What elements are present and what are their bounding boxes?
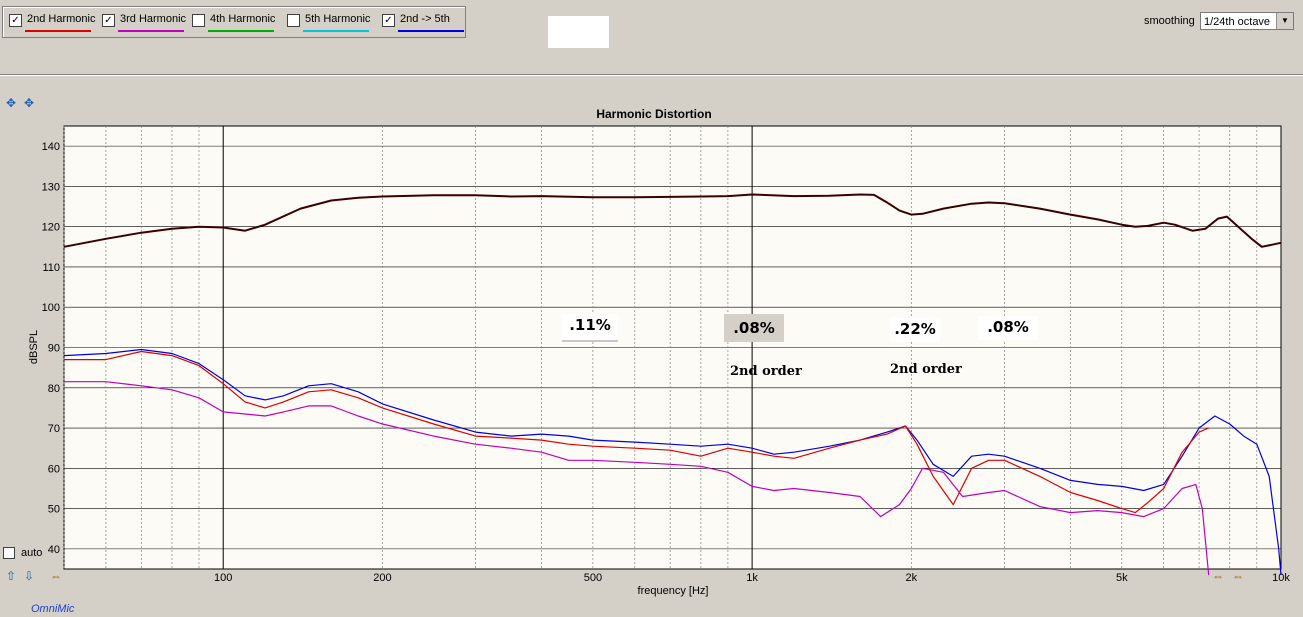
brand-logo-text: OmniMic: [31, 603, 75, 615]
x-ticks: 100 200 500 1k 2k 5k 10k: [214, 572, 1290, 584]
legend-checkbox-2nd-to-5th[interactable]: ✓: [382, 14, 395, 27]
x-tick-label: 2k: [906, 572, 918, 584]
y-tick-label: 100: [42, 302, 60, 314]
y-tick-label: 40: [48, 544, 60, 556]
y-tick-label: 80: [48, 383, 60, 395]
x-zoom-right-icon[interactable]: ⇔: [1212, 569, 1224, 583]
annotation-2nd-order-b: 2nd order: [890, 362, 962, 377]
blank-panel: [548, 16, 609, 48]
auto-checkbox[interactable]: [3, 547, 15, 560]
series-group: [63, 193, 1282, 576]
pan-vertical-icon[interactable]: ✥: [6, 96, 17, 110]
x-tick-label: 200: [373, 572, 391, 584]
series-line-0: [63, 193, 1282, 248]
legend-swatch: [118, 30, 184, 32]
chart-title: Harmonic Distortion: [596, 107, 711, 121]
smoothing-select[interactable]: 1/24th octave ▼: [1200, 12, 1294, 30]
toolbar: ✓ 2nd Harmonic ✓ 3rd Harmonic 4th Harmon…: [0, 0, 1303, 72]
x-tick-label: 500: [584, 572, 602, 584]
series-line-2: [64, 350, 1209, 514]
legend-label: 5th Harmonic: [305, 13, 371, 25]
legend-checkbox-4th-harmonic[interactable]: [192, 14, 205, 27]
x-tick-label: 1k: [746, 572, 758, 584]
legend-checkbox-2nd-harmonic[interactable]: ✓: [9, 14, 22, 27]
separator-highlight: [0, 75, 1303, 76]
legend-checkbox-3rd-harmonic[interactable]: ✓: [102, 14, 115, 27]
y-tick-label: 110: [42, 262, 60, 274]
y-tick-label: 50: [48, 504, 60, 516]
legend-label: 3rd Harmonic: [120, 13, 187, 25]
x-zoom-left-icon[interactable]: ⇔: [50, 569, 62, 583]
legend-swatch: [303, 30, 369, 32]
y-tick-label: 140: [42, 141, 60, 153]
zoom-vertical-icon[interactable]: ✥: [24, 96, 35, 110]
annotation-008-a: .08%: [724, 314, 784, 342]
x-tick-label: 5k: [1116, 572, 1128, 584]
scroll-down-icon[interactable]: ⇩: [24, 569, 35, 583]
annotation-022: .22%: [890, 318, 940, 342]
legend-swatch: [25, 30, 91, 32]
y-ticks: 40 50 60 70 80 90 100 110 120 130 140: [42, 141, 60, 556]
legend-panel: ✓ 2nd Harmonic ✓ 3rd Harmonic 4th Harmon…: [2, 6, 466, 38]
annotation-008-b: .08%: [978, 316, 1038, 340]
y-tick-label: 130: [42, 181, 60, 193]
grid: [63, 126, 1281, 569]
annotation-2nd-order-a: 2nd order: [730, 364, 802, 379]
y-tick-label: 120: [42, 222, 60, 234]
auto-label: auto: [21, 547, 43, 560]
dropdown-arrow-icon[interactable]: ▼: [1276, 13, 1293, 29]
legend-swatch: [398, 30, 464, 32]
separator: [0, 74, 1303, 75]
series-line-3: [64, 381, 1210, 576]
x-pan-icon[interactable]: ⇔: [1232, 569, 1244, 583]
legend-label: 4th Harmonic: [210, 13, 276, 25]
x-axis-label: frequency [Hz]: [638, 585, 709, 597]
x-tick-label: 10k: [1272, 572, 1290, 584]
smoothing-value: 1/24th octave: [1204, 16, 1271, 28]
y-axis-label: dBSPL: [28, 330, 40, 364]
x-tick-label: 100: [214, 572, 232, 584]
legend-swatch: [208, 30, 274, 32]
annotation-011: .11%: [562, 314, 618, 342]
legend-label: 2nd -> 5th: [400, 13, 450, 25]
y-tick-label: 60: [48, 463, 60, 475]
scroll-up-icon[interactable]: ⇧: [6, 569, 17, 583]
legend-checkbox-5th-harmonic[interactable]: [287, 14, 300, 27]
y-tick-label: 90: [48, 343, 60, 355]
legend-label: 2nd Harmonic: [27, 13, 96, 25]
smoothing-label: smoothing: [1144, 15, 1195, 27]
auto-toggle[interactable]: auto: [3, 547, 43, 560]
y-tick-label: 70: [48, 423, 60, 435]
